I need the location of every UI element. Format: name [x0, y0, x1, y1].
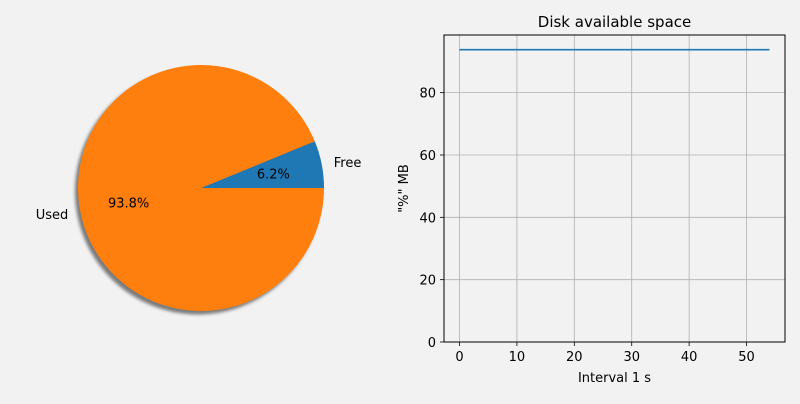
x-tick-label: 50: [738, 350, 755, 365]
line-chart-y-axis-label: "%" MB: [397, 164, 412, 213]
pie-chart: Free Used 6.2% 93.8%: [36, 65, 362, 315]
line-chart-title: Disk available space: [538, 13, 691, 31]
x-tick-label: 20: [566, 350, 583, 365]
x-tick-label: 30: [623, 350, 640, 365]
pie-label-used: Used: [36, 208, 69, 223]
line-chart: 0 10 20 30 40 50 0 20 40 60 80 Disk available spa…: [397, 13, 786, 386]
x-tick-label: 0: [455, 350, 463, 365]
y-tick-label: 0: [428, 336, 436, 351]
pie-label-free: Free: [334, 156, 362, 171]
pie-labels: Free Used 6.2% 93.8%: [36, 156, 362, 223]
line-chart-x-axis-label: Interval 1 s: [578, 371, 651, 386]
pie-slices: [78, 65, 325, 311]
line-chart-plot-area: [444, 35, 785, 342]
line-chart-y-ticks: 0 20 40 60 80: [419, 87, 444, 351]
y-tick-label: 80: [419, 87, 436, 102]
y-tick-label: 20: [419, 274, 436, 289]
y-tick-label: 60: [419, 149, 436, 164]
y-tick-label: 40: [419, 211, 436, 226]
x-tick-label: 10: [509, 350, 526, 365]
line-chart-x-ticks: 0 10 20 30 40 50: [455, 342, 755, 365]
pie-slice-used: [78, 65, 325, 311]
pie-value-label-free: 6.2%: [257, 168, 290, 183]
line-chart-frame: [443, 34, 786, 343]
pie-value-label-used: 93.8%: [108, 196, 149, 211]
x-tick-label: 40: [681, 350, 698, 365]
pie-slice-free: [201, 141, 324, 188]
